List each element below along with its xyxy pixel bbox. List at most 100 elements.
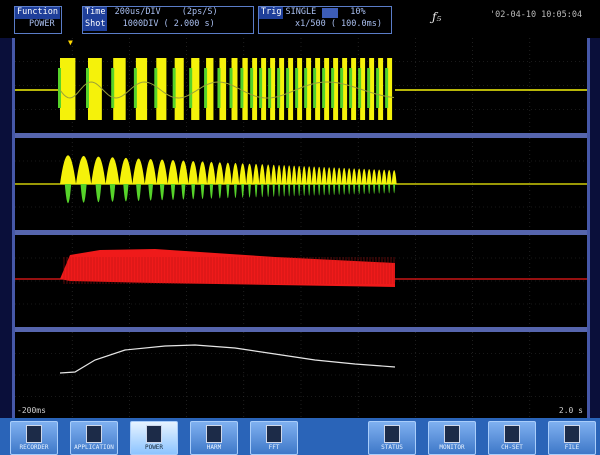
trace-pulse	[88, 58, 102, 120]
trace-pulse	[322, 68, 326, 108]
waveform-2	[15, 138, 587, 230]
trace-pulse	[279, 58, 285, 120]
toolbar-button-recorder[interactable]: RECORDER	[10, 421, 58, 455]
trace-hump	[197, 161, 208, 184]
trace-hump	[144, 159, 157, 184]
trace-pulse	[376, 68, 380, 108]
waveform-1	[15, 38, 587, 133]
waveform-display: ▼ -200ms 2.0 s	[12, 38, 590, 418]
trace-hump	[170, 184, 176, 200]
toolbar-button-monitor[interactable]: MONITOR	[428, 421, 476, 455]
toolbar-button-harm[interactable]: HARM	[190, 421, 238, 455]
trace-hump	[351, 168, 357, 184]
trace-hump	[281, 165, 287, 184]
trace-pulse	[156, 58, 167, 120]
trace-hump	[246, 163, 253, 184]
function-box[interactable]: Function POWER	[14, 6, 62, 34]
trace-hump	[167, 160, 179, 184]
trace-hump	[363, 184, 366, 195]
trace-hump	[291, 165, 297, 184]
status-icon	[384, 425, 400, 443]
trace-hump	[336, 167, 342, 184]
function-label: Function	[15, 7, 60, 19]
trace-hump	[178, 160, 189, 184]
function-toolbar: RECORDER APPLICATION POWER HARM FFT STATUS MON…	[0, 418, 600, 455]
trace-hump	[188, 160, 198, 184]
trace-hump	[361, 168, 367, 184]
trace-pulse	[174, 58, 184, 120]
shot-value: 1000DIV ( 2.000 s)	[122, 19, 215, 29]
shot-label: Shot	[83, 19, 108, 31]
trace-pulse	[286, 68, 290, 108]
trace-pulse	[324, 58, 330, 120]
trace-pulse	[172, 68, 176, 108]
trace-pulse	[360, 58, 366, 120]
file-icon	[564, 425, 580, 443]
trace-pulse	[133, 68, 137, 108]
trace-hump	[200, 184, 205, 200]
datetime: '02-04-10 10:05:04	[490, 10, 583, 20]
trace-group	[15, 58, 587, 120]
trigger-edge-icon	[322, 8, 339, 18]
trace-hump	[278, 184, 281, 197]
monitor-icon	[444, 425, 460, 443]
trace-hump	[328, 184, 331, 196]
trace-hump	[301, 166, 307, 184]
trace-pulse	[331, 68, 335, 108]
trace-hump	[341, 167, 347, 184]
trace-envelope	[60, 249, 395, 287]
harm-icon	[206, 425, 222, 443]
function-value: POWER	[29, 19, 55, 29]
trigger-box[interactable]: Trig SINGLE 10% x1/500 ( 100.0ms)	[258, 6, 392, 34]
toolbar-button-label: CH-SET	[501, 444, 523, 451]
trace-hump	[371, 169, 377, 184]
trace-hump	[376, 169, 382, 184]
trace-pulse	[242, 58, 248, 120]
trace-hump	[265, 164, 272, 184]
toolbar-button-file[interactable]: FILE	[548, 421, 596, 455]
trace-hump	[136, 184, 142, 202]
trace-hump	[296, 165, 302, 184]
toolbar-button-application[interactable]: APPLICATION	[70, 421, 118, 455]
trace-hump	[393, 184, 396, 194]
trace-pulse	[387, 58, 393, 120]
trace-pulse	[206, 58, 214, 120]
trace-pulse	[204, 68, 208, 108]
trace-pulse	[189, 68, 193, 108]
trace-pulse	[304, 68, 308, 108]
trace-hump	[254, 184, 258, 198]
trig-value: SINGLE	[285, 7, 317, 17]
trig-pct: 10%	[350, 7, 366, 17]
trace-pulse	[340, 68, 344, 108]
trace-pulse	[288, 58, 294, 120]
grid	[15, 332, 587, 418]
time-value: 200us/DIV	[114, 7, 161, 17]
timebase-box[interactable]: Time 200us/DIV (2ps/S) Shot 1000DIV ( 2.…	[82, 6, 254, 34]
trace-pulse	[313, 68, 317, 108]
trace-hump	[373, 184, 376, 194]
toolbar-button-fft[interactable]: FFT	[250, 421, 298, 455]
trace-hump	[223, 162, 232, 184]
trace-hump	[391, 170, 397, 184]
trace-pulse	[231, 58, 238, 120]
trace-hump	[283, 184, 286, 197]
trace-group	[59, 344, 396, 374]
trace-pulse	[333, 58, 339, 120]
trace-hump	[215, 162, 224, 184]
trace-group	[15, 249, 587, 287]
toolbar-button-ch-set[interactable]: CH-SET	[488, 421, 536, 455]
trace-group	[15, 155, 587, 204]
trace-hump	[288, 184, 291, 197]
trace-pulse	[58, 68, 61, 108]
toolbar-button-power[interactable]: POWER	[130, 421, 178, 455]
trace-pulse	[111, 68, 115, 108]
toolbar-button-status[interactable]: STATUS	[368, 421, 416, 455]
trace-current	[59, 81, 395, 99]
trace-hump	[286, 165, 292, 184]
trace-hump	[91, 156, 106, 184]
trace-pulse	[297, 58, 303, 120]
trace-pulse	[378, 58, 384, 120]
trace-hump	[191, 184, 196, 200]
trace-hump	[64, 184, 72, 204]
